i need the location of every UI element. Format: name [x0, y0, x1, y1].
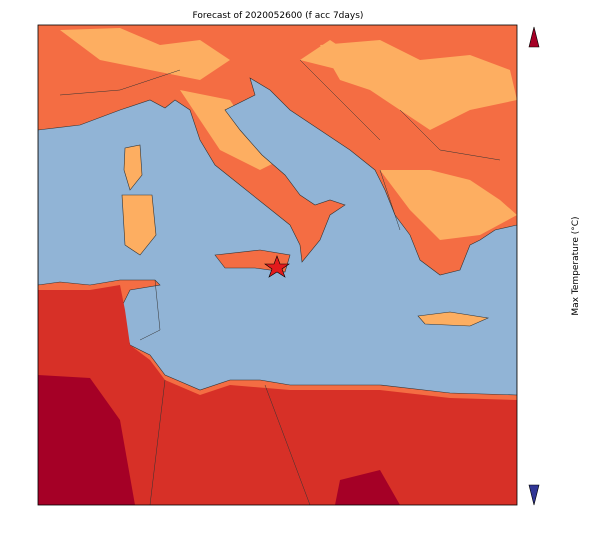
title: Forecast of 2020052600 (f acc 7days): [193, 11, 364, 21]
location-star: [264, 255, 290, 278]
map: [38, 25, 517, 505]
sea: [38, 77, 517, 396]
warm-land: [60, 28, 517, 240]
colorbar-extend-bottom: [528, 484, 540, 506]
very-hot-land: [38, 375, 400, 505]
crete: [417, 311, 490, 327]
hot-land: [38, 285, 517, 505]
sardinia: [121, 194, 157, 256]
colorbar-extend-top: [528, 26, 540, 48]
colorbar: [528, 26, 540, 506]
colorbar-label: Max Temperature (°C): [571, 216, 581, 315]
corsica: [123, 144, 143, 191]
borders: [59, 59, 501, 505]
map-frame: [37, 24, 518, 506]
